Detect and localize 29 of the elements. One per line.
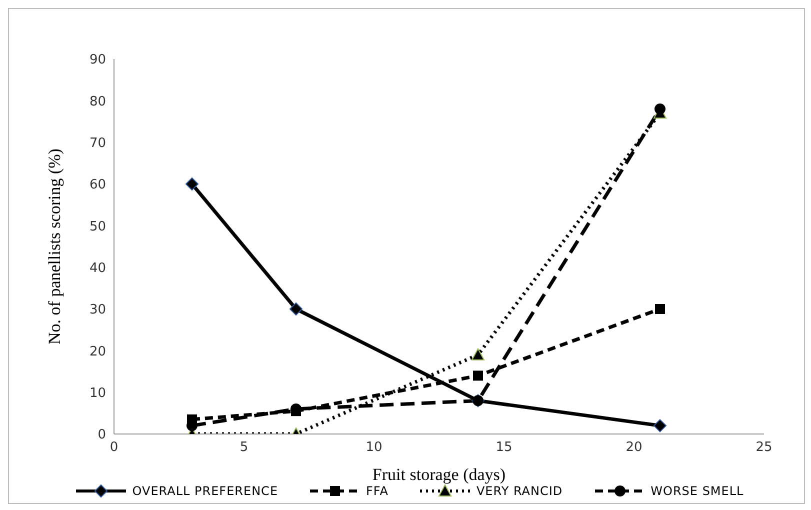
legend-label: FFA xyxy=(366,484,388,498)
point xyxy=(654,419,666,432)
point xyxy=(290,302,302,316)
y-tick-label: 10 xyxy=(89,386,106,401)
point xyxy=(472,348,484,360)
x-tick-label: 10 xyxy=(366,440,382,456)
x-axis-title: Fruit storage (days) xyxy=(372,465,506,484)
y-tick-label: 50 xyxy=(89,219,106,234)
y-tick-label: 80 xyxy=(89,94,106,110)
point xyxy=(654,104,666,114)
legend-label: VERY RANCID xyxy=(476,484,563,498)
x-tick-label: 0 xyxy=(110,440,118,456)
y-tick-label: 30 xyxy=(89,302,106,318)
y-tick-label: 40 xyxy=(89,260,106,276)
y-tick-label: 20 xyxy=(89,344,106,360)
x-tick-label: 25 xyxy=(756,440,772,456)
x-tick-label: 15 xyxy=(496,440,512,456)
x-tick-label: 20 xyxy=(626,440,642,456)
legend-label: WORSE SMELL xyxy=(650,484,744,498)
x-tick-label: 5 xyxy=(240,440,248,456)
point xyxy=(473,370,483,381)
y-tick-label: 0 xyxy=(98,428,106,443)
legend-label: OVERALL PREFERENCE xyxy=(132,484,278,498)
point xyxy=(186,178,198,190)
y-tick-label: 60 xyxy=(89,178,106,193)
y-tick-label: 90 xyxy=(89,52,106,68)
y-tick-label: 70 xyxy=(89,136,106,151)
y-axis-title: No. of panellists scoring (%) xyxy=(45,148,64,344)
point xyxy=(655,304,665,314)
